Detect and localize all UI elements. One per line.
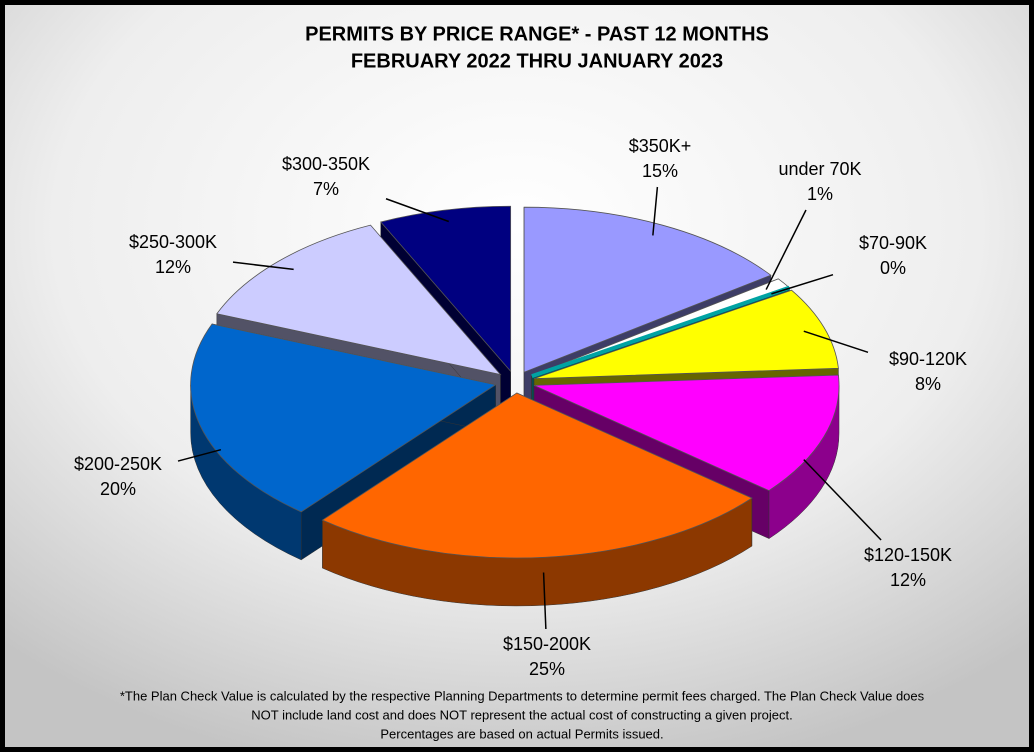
chart-subtitle: FEBRUARY 2022 THRU JANUARY 2023 xyxy=(351,50,723,72)
leader-line xyxy=(542,572,547,630)
slice xyxy=(533,374,840,492)
leader-line xyxy=(385,198,450,223)
slice-value-label: 15% xyxy=(642,161,678,181)
slice-label: $150-200K xyxy=(503,634,591,654)
slice-label: $350K+ xyxy=(629,136,692,156)
slice-label: $70-90K xyxy=(859,233,927,253)
slice-label: $250-300K xyxy=(129,232,217,252)
leader-line xyxy=(177,448,222,462)
leader-line xyxy=(232,261,294,271)
slice-value-label: 12% xyxy=(155,257,191,277)
leader-line xyxy=(765,209,807,290)
slice-label: under 70K xyxy=(778,159,861,179)
leader-line xyxy=(803,459,882,541)
slice-value-label: 7% xyxy=(313,179,339,199)
slice-label: $300-350K xyxy=(282,154,370,174)
slice xyxy=(380,205,512,373)
footnote-line: Percentages are based on actual Permits … xyxy=(380,726,663,741)
footnote-line: NOT include land cost and does NOT repre… xyxy=(251,707,792,722)
footnote-line: *The Plan Check Value is calculated by t… xyxy=(120,688,925,703)
slice xyxy=(533,289,839,380)
footnote: *The Plan Check Value is calculated by t… xyxy=(120,688,925,741)
slice xyxy=(190,323,497,513)
pie-tops xyxy=(190,205,840,559)
slice-label: $200-250K xyxy=(74,454,162,474)
slice xyxy=(523,206,772,373)
slice-value-label: 8% xyxy=(915,374,941,394)
slice-label: $120-150K xyxy=(864,545,952,565)
slice xyxy=(216,224,502,376)
slice-value-label: 12% xyxy=(890,570,926,590)
leader-line xyxy=(771,273,834,295)
slice-value-label: 20% xyxy=(100,479,136,499)
slice-value-label: 0% xyxy=(880,258,906,278)
leader-line xyxy=(652,186,659,236)
slice xyxy=(321,392,753,559)
chart-title: PERMITS BY PRICE RANGE* - PAST 12 MONTHS xyxy=(305,23,769,45)
leader-line xyxy=(803,330,869,353)
pie-labels: $350K+ 15% under 70K 1% $70-90K 0% $90-120K 8% $… xyxy=(74,136,967,679)
slice-value-label: 25% xyxy=(529,659,565,679)
slice-label: $90-120K xyxy=(889,349,967,369)
slice-value-label: 1% xyxy=(807,184,833,204)
